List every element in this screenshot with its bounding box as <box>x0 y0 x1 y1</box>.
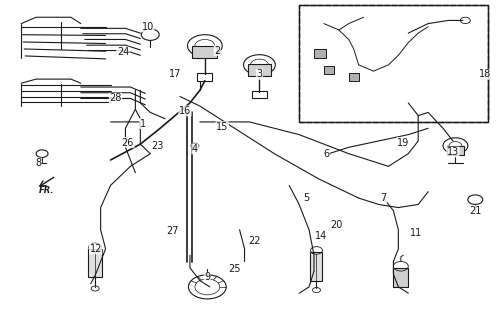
Text: 25: 25 <box>229 264 241 275</box>
Text: 9: 9 <box>204 272 211 282</box>
Text: 23: 23 <box>152 141 164 151</box>
Text: 22: 22 <box>248 236 260 246</box>
Text: 18: 18 <box>479 69 492 79</box>
Bar <box>393 268 408 287</box>
Text: 27: 27 <box>166 226 179 236</box>
Bar <box>310 252 322 281</box>
Text: 17: 17 <box>169 69 181 79</box>
Text: 14: 14 <box>315 231 327 241</box>
Text: 6: 6 <box>323 149 329 159</box>
Text: 13: 13 <box>447 147 459 157</box>
Text: 26: 26 <box>122 138 134 148</box>
Bar <box>193 46 217 59</box>
Text: 19: 19 <box>397 138 410 148</box>
Bar <box>349 73 359 81</box>
Bar <box>324 67 334 74</box>
Text: 1: 1 <box>140 118 146 129</box>
Text: 2: 2 <box>214 45 221 56</box>
Text: FR.: FR. <box>38 186 54 195</box>
Text: 8: 8 <box>35 158 42 168</box>
Text: 10: 10 <box>142 22 154 32</box>
Bar <box>299 4 488 122</box>
Text: 28: 28 <box>109 93 122 103</box>
Text: 5: 5 <box>303 193 310 203</box>
Text: 3: 3 <box>256 69 262 79</box>
Text: 4: 4 <box>192 144 198 154</box>
Text: 16: 16 <box>179 106 191 116</box>
Bar <box>447 146 464 155</box>
Text: 7: 7 <box>380 193 387 203</box>
Bar <box>252 91 267 98</box>
Text: 24: 24 <box>117 47 129 57</box>
Text: 15: 15 <box>216 122 229 132</box>
Bar <box>198 73 212 81</box>
Text: 20: 20 <box>330 220 342 230</box>
Bar <box>88 249 102 277</box>
Bar <box>248 64 271 76</box>
Text: 12: 12 <box>89 244 102 254</box>
Bar <box>299 4 488 122</box>
Bar <box>314 49 326 59</box>
Text: 21: 21 <box>469 206 482 216</box>
Text: 11: 11 <box>410 228 422 238</box>
